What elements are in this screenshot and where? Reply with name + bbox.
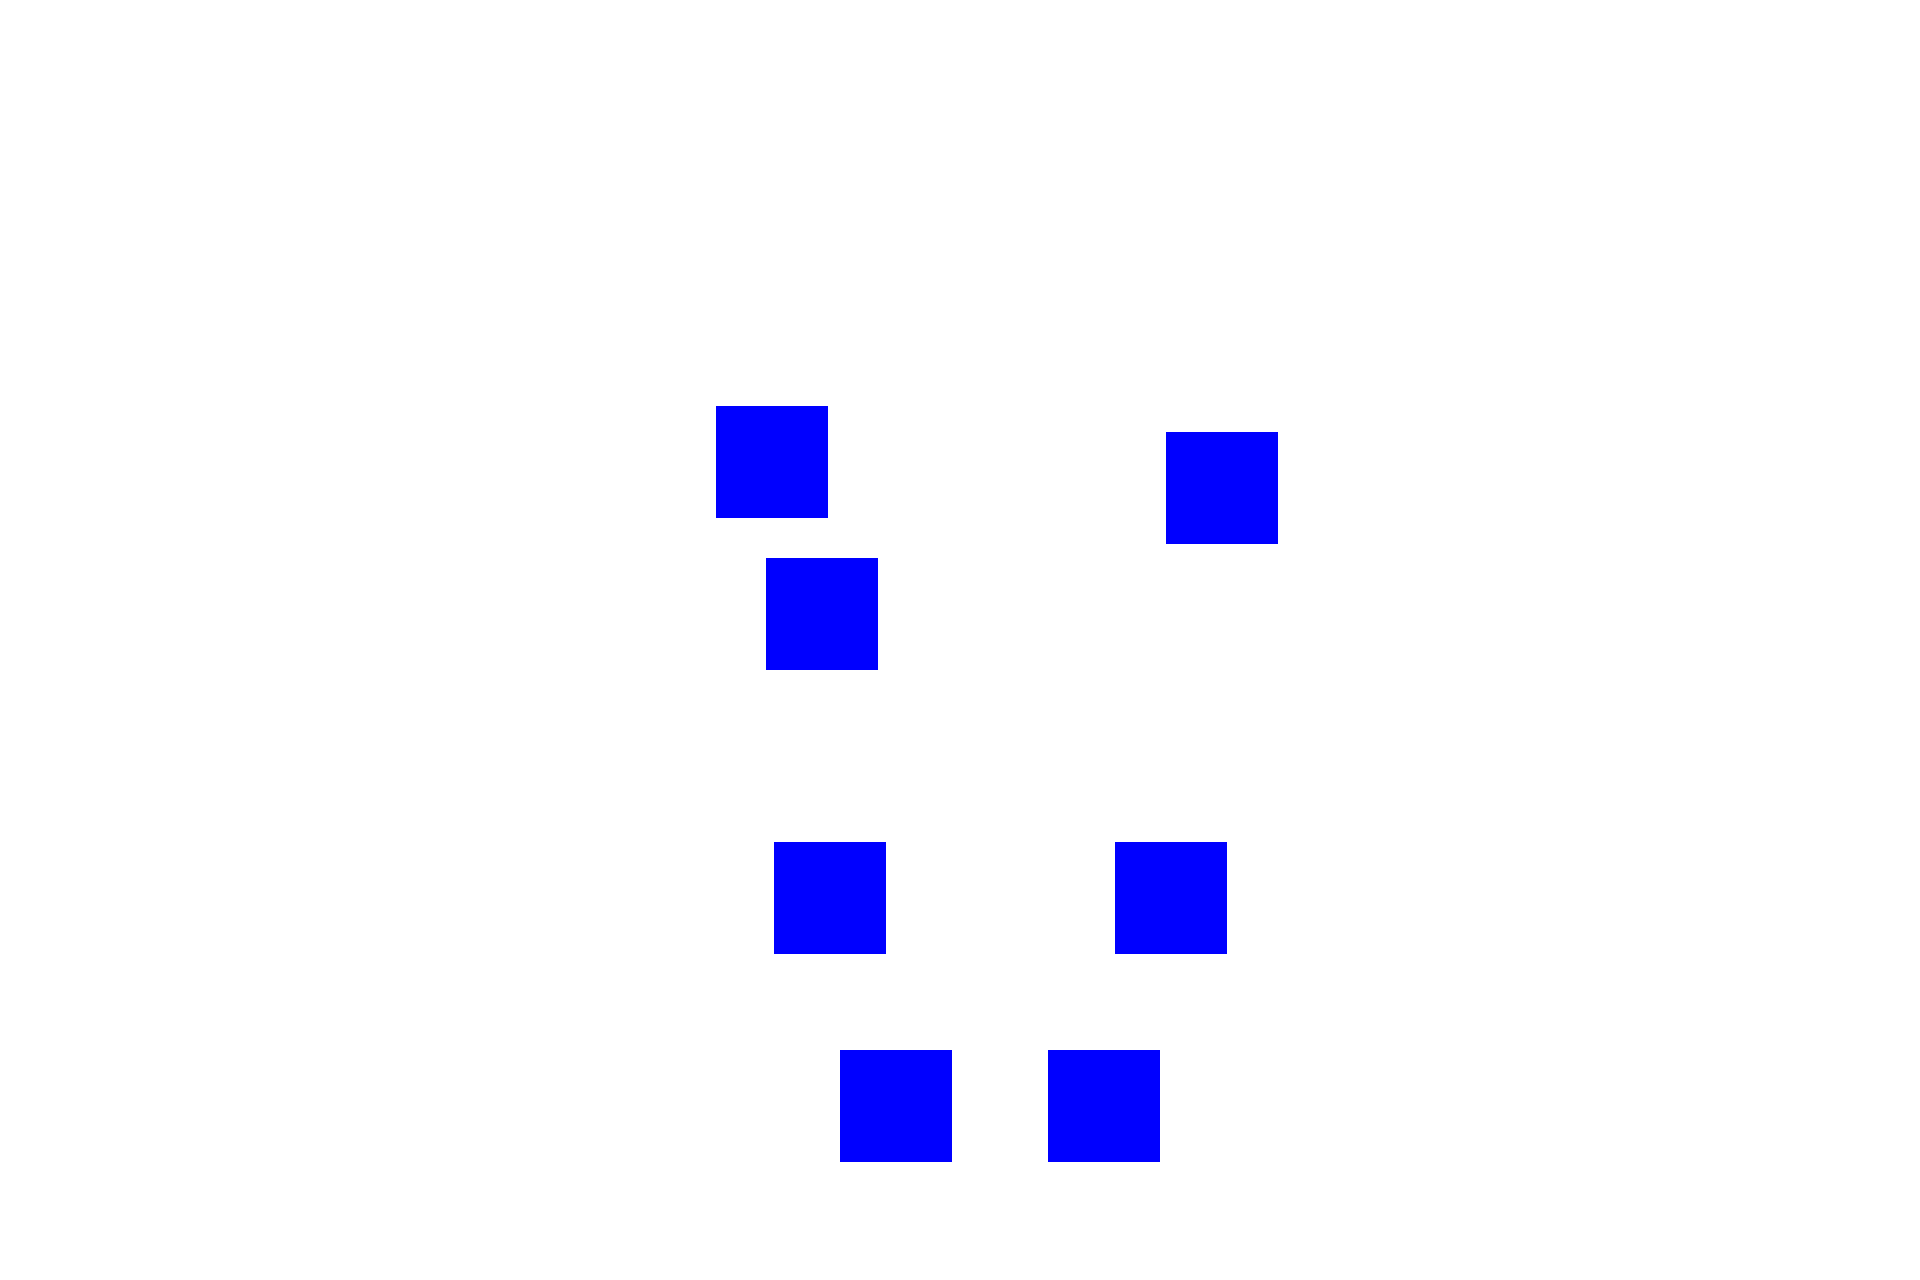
square-1 — [716, 406, 828, 518]
square-2 — [1166, 432, 1278, 544]
square-6 — [840, 1050, 952, 1162]
square-3 — [766, 558, 878, 670]
square-4 — [774, 842, 886, 954]
square-5 — [1115, 842, 1227, 954]
square-7 — [1048, 1050, 1160, 1162]
